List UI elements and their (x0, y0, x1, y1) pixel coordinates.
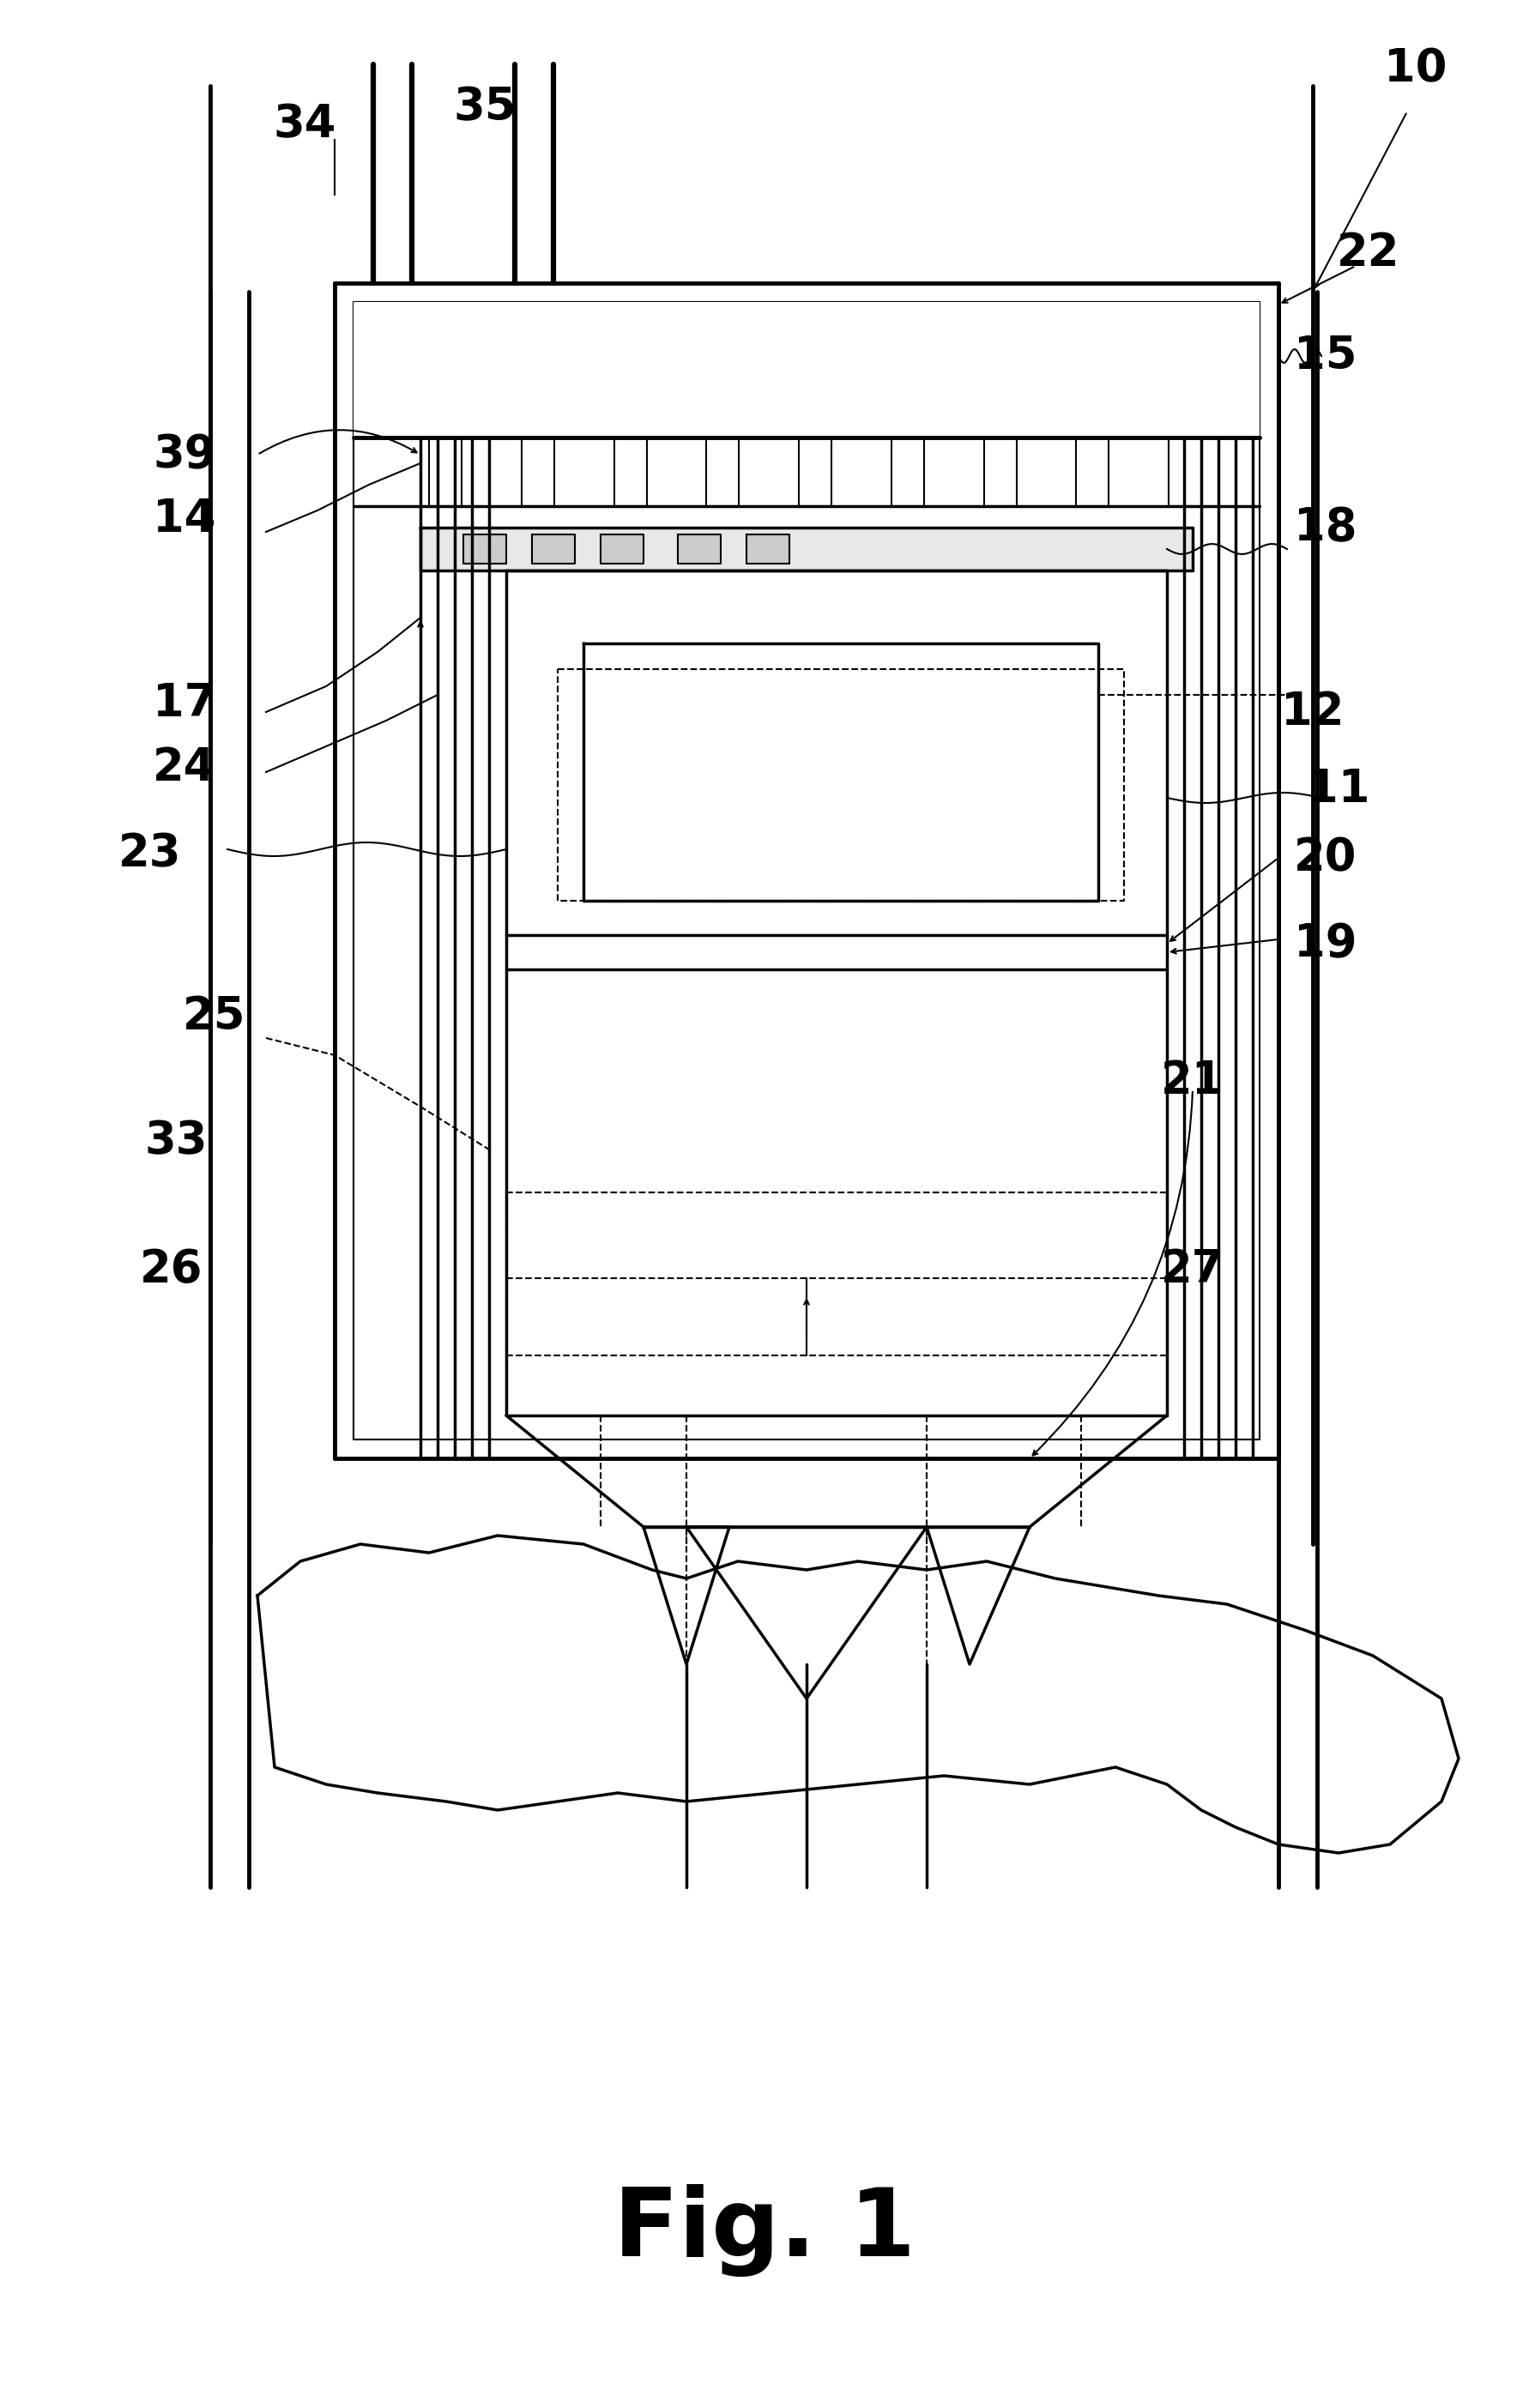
Bar (1168, 438, 1202, 506)
Text: 23: 23 (119, 831, 182, 877)
Bar (584, 643, 1098, 901)
Text: 11: 11 (1307, 766, 1370, 811)
Bar (706, 438, 739, 506)
Text: 21: 21 (1161, 1060, 1225, 1103)
Bar (521, 438, 553, 506)
Bar (746, 535, 789, 563)
Text: 22: 22 (1336, 231, 1401, 275)
Text: 27: 27 (1161, 1247, 1225, 1293)
Bar (615, 438, 647, 506)
Text: 19: 19 (1294, 922, 1358, 966)
Bar (532, 535, 575, 563)
Text: 33: 33 (144, 1120, 208, 1163)
Bar (891, 438, 924, 506)
Text: 20: 20 (1294, 836, 1358, 881)
Text: 24: 24 (153, 746, 216, 790)
Bar (677, 535, 720, 563)
Bar (1076, 438, 1109, 506)
Text: 14: 14 (153, 496, 216, 542)
Text: Fig. 1: Fig. 1 (613, 2184, 916, 2276)
Text: 18: 18 (1294, 506, 1358, 549)
Text: 34: 34 (274, 101, 336, 147)
Bar (353, 301, 1260, 438)
Text: 10: 10 (1384, 46, 1448, 92)
Text: 26: 26 (141, 1247, 203, 1293)
Bar (463, 535, 506, 563)
Text: 17: 17 (153, 681, 216, 725)
Text: 15: 15 (1294, 335, 1358, 378)
Text: 12: 12 (1281, 689, 1344, 734)
Bar (420, 527, 1193, 571)
Text: 25: 25 (183, 995, 246, 1038)
Bar (983, 438, 1017, 506)
Bar (798, 438, 832, 506)
Text: 35: 35 (453, 84, 517, 130)
Text: 39: 39 (153, 433, 216, 477)
Bar (430, 438, 462, 506)
Bar (601, 535, 644, 563)
